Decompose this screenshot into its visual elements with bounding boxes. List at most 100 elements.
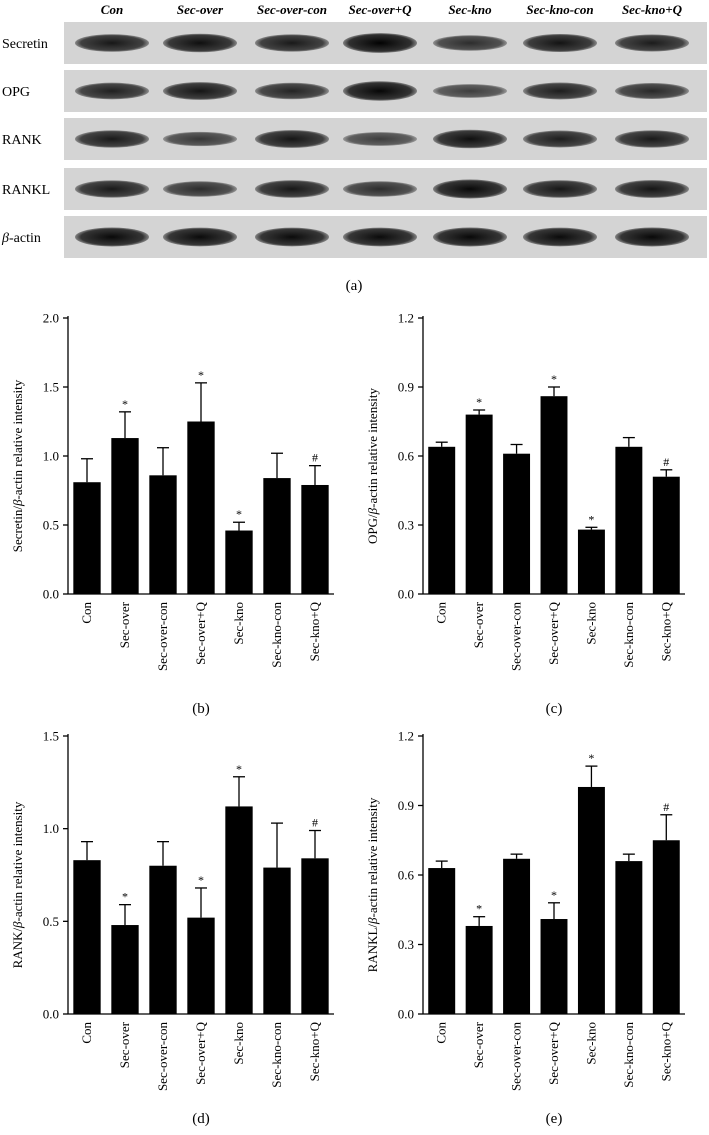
- category-label: Sec-kno+Q: [658, 1021, 673, 1081]
- blot-row-label: RANKL: [2, 183, 50, 198]
- bar: [149, 865, 177, 1014]
- y-tick-label: 1.2: [398, 729, 414, 744]
- category-label: Con: [79, 602, 94, 624]
- bar: [263, 867, 291, 1014]
- blot-row: RANKL: [2, 168, 707, 210]
- y-axis-label: RANKL/β-actin relative intensity: [365, 797, 380, 972]
- significance-marker: *: [122, 397, 128, 411]
- y-tick-label: 0.0: [43, 1007, 59, 1022]
- y-tick-label: 0.0: [398, 587, 414, 602]
- y-tick-label: 0.6: [398, 449, 415, 464]
- blot-lane-label: Sec-over-con: [257, 2, 327, 17]
- blot-band: [163, 227, 237, 247]
- category-label: Sec-over-con: [155, 1022, 170, 1092]
- blot-band: [523, 130, 597, 148]
- blot-band: [433, 129, 507, 149]
- y-tick-label: 0.0: [398, 1007, 414, 1022]
- y-tick-label: 1.0: [43, 821, 59, 836]
- blot-band: [255, 180, 329, 198]
- bar: [465, 414, 493, 594]
- panel-label-a: (a): [346, 278, 363, 294]
- category-label: Sec-over+Q: [546, 1021, 561, 1085]
- significance-marker: #: [663, 800, 669, 814]
- y-tick-label: 0.3: [398, 937, 414, 952]
- bar: [540, 396, 568, 594]
- blot-row: β-actin: [1, 216, 707, 258]
- bar: [503, 453, 531, 594]
- significance-marker: *: [122, 890, 128, 904]
- bar-chart-secretin: 0.0 0.5 1.0 1.5 2.0 Secretin/β-actin relative…: [10, 311, 334, 717]
- category-label: Sec-over+Q: [193, 601, 208, 665]
- category-label: Sec-kno: [231, 602, 246, 645]
- bar: [149, 475, 177, 594]
- category-label: Con: [434, 1022, 449, 1044]
- bar: [225, 806, 253, 1014]
- bar: [577, 529, 605, 594]
- panel-label: (b): [192, 701, 210, 717]
- category-label: Sec-over-con: [155, 602, 170, 672]
- bar: [428, 868, 456, 1014]
- blot-band: [433, 179, 507, 199]
- category-label: Sec-over: [471, 601, 486, 648]
- blot-row-label: Secretin: [2, 37, 48, 52]
- blot-band: [163, 33, 237, 53]
- blot-band: [615, 83, 689, 99]
- blot-band: [433, 227, 507, 247]
- category-label: Sec-over: [471, 1021, 486, 1068]
- blot-lane-label: Sec-over: [177, 2, 224, 17]
- blot-band: [523, 33, 597, 53]
- blot-row-label: β-actin: [1, 231, 41, 246]
- y-tick-label: 1.0: [43, 449, 59, 464]
- significance-marker: *: [588, 512, 594, 526]
- significance-marker: *: [551, 372, 557, 386]
- blot-band: [615, 34, 689, 52]
- y-axis-label: Secretin/β-actin relative intensity: [10, 379, 25, 552]
- blot-band: [343, 227, 417, 247]
- blot-rows: Secretin OPG RANK RANKL β-actin: [1, 22, 707, 258]
- bar: [652, 476, 680, 594]
- y-tick-label: 1.5: [43, 380, 59, 395]
- y-tick-label: 0.9: [398, 380, 414, 395]
- significance-marker: *: [236, 507, 242, 521]
- bar: [301, 858, 329, 1014]
- bar: [225, 530, 253, 594]
- significance-marker: #: [312, 816, 318, 830]
- blot-lane-label: Sec-kno+Q: [622, 2, 683, 17]
- blot-band: [75, 227, 149, 247]
- significance-marker: *: [198, 873, 204, 887]
- y-tick-label: 0.3: [398, 518, 414, 533]
- blot-band: [75, 34, 149, 52]
- category-label: Sec-over-con: [509, 602, 524, 672]
- blot-lane-label: Sec-over+Q: [349, 2, 413, 17]
- significance-marker: *: [198, 368, 204, 382]
- panel-label: (e): [546, 1111, 563, 1127]
- blot-band: [255, 82, 329, 100]
- category-label: Sec-over: [117, 1021, 132, 1068]
- western-blot-panel: Con Sec-over Sec-over-con Sec-over+Q Sec-kno…: [1, 2, 707, 294]
- category-label: Sec-kno+Q: [307, 601, 322, 661]
- blot-band: [163, 181, 237, 197]
- blot-row-label: OPG: [2, 85, 30, 100]
- blot-row: OPG: [2, 70, 707, 112]
- blot-band: [255, 130, 329, 148]
- bar: [428, 446, 456, 594]
- category-label: Sec-kno: [583, 1022, 598, 1065]
- blot-row-label: RANK: [2, 133, 42, 148]
- blot-band: [75, 180, 149, 198]
- category-label: Sec-kno+Q: [307, 1021, 322, 1081]
- y-tick-label: 1.2: [398, 311, 414, 326]
- bar: [652, 840, 680, 1014]
- significance-marker: *: [551, 888, 557, 902]
- bar: [187, 917, 215, 1014]
- blot-band: [615, 130, 689, 148]
- bar-chart-rank: 0.0 0.5 1.0 1.5 RANK/β-actin relative intens…: [10, 729, 334, 1127]
- significance-marker: *: [476, 902, 482, 916]
- bar: [301, 484, 329, 594]
- significance-marker: #: [312, 451, 318, 465]
- blot-band: [615, 180, 689, 198]
- blot-band: [615, 227, 689, 247]
- category-label: Sec-over+Q: [546, 601, 561, 665]
- blot-band: [255, 34, 329, 52]
- bar-chart-rankl: 0.0 0.3 0.6 0.9 1.2 RANKL/β-actin relative in…: [365, 729, 685, 1127]
- blot-band: [75, 82, 149, 100]
